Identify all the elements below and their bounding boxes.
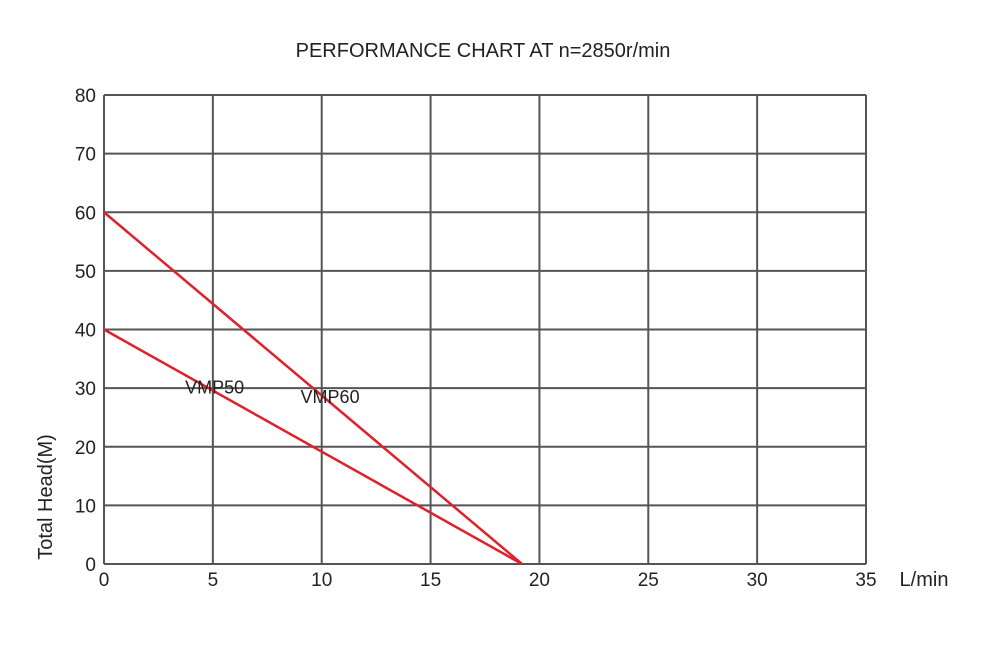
y-tick-label: 60 xyxy=(75,203,96,224)
y-tick-label: 80 xyxy=(75,86,96,107)
y-tick-label: 50 xyxy=(75,262,96,283)
x-tick-label: 0 xyxy=(99,570,110,591)
y-tick-label: 30 xyxy=(75,379,96,400)
y-axis-label: Total Head(M) xyxy=(35,434,57,560)
x-tick-label: 5 xyxy=(208,570,219,591)
y-tick-label: 70 xyxy=(75,145,96,166)
x-tick-label: 20 xyxy=(529,570,550,591)
x-axis-label: L/min xyxy=(900,569,949,591)
x-tick-labels: 0 5 10 15 20 25 30 35 xyxy=(99,570,877,591)
y-tick-label: 20 xyxy=(75,438,96,459)
y-tick-labels: 0 10 20 30 40 50 60 70 80 xyxy=(75,86,96,576)
x-tick-label: 10 xyxy=(311,570,332,591)
series-line-vmp60 xyxy=(103,211,523,565)
x-tick-label: 35 xyxy=(855,570,876,591)
y-tick-label: 40 xyxy=(75,321,96,342)
series-label-vmp60: VMP60 xyxy=(301,387,360,407)
series-line-vmp50 xyxy=(103,328,523,566)
series-labels: VMP50 VMP60 xyxy=(185,377,359,407)
y-tick-label: 10 xyxy=(75,496,96,517)
chart-title: PERFORMANCE CHART AT n=2850r/min xyxy=(296,40,671,62)
series-lines xyxy=(103,211,523,566)
y-tick-label: 0 xyxy=(85,555,96,576)
x-tick-label: 30 xyxy=(747,570,768,591)
x-tick-label: 25 xyxy=(638,570,659,591)
x-tick-label: 15 xyxy=(420,570,441,591)
grid xyxy=(103,94,867,565)
series-label-vmp50: VMP50 xyxy=(185,377,244,397)
